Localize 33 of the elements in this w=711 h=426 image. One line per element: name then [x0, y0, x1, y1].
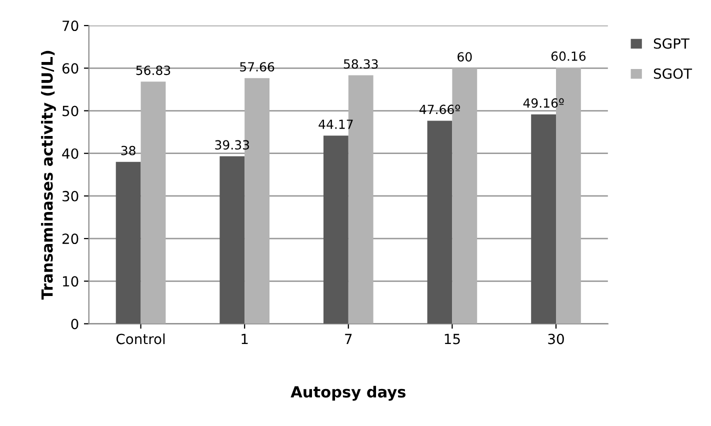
data-label: 39.33	[215, 140, 250, 150]
y-tick-label: 50	[62, 106, 78, 116]
bar	[427, 120, 452, 324]
data-label: 56.83	[136, 66, 170, 76]
legend-label: SGPT	[654, 38, 690, 49]
data-label: 60	[458, 52, 472, 62]
y-tick-label: 30	[62, 190, 78, 202]
x-tick-label: 1	[242, 334, 248, 344]
y-tick-label: 20	[62, 234, 78, 244]
x-axis-title: Autopsy days	[290, 386, 406, 401]
y-tick-label: 40	[62, 148, 78, 159]
data-label: 60.16	[551, 51, 586, 61]
bar	[116, 162, 141, 324]
data-label: 44.17	[318, 120, 353, 129]
y-tick-label: 70	[62, 20, 78, 32]
y-tick-label: 60	[62, 63, 78, 74]
x-tick-label: 30	[548, 334, 564, 344]
bar	[531, 114, 556, 324]
bar	[140, 82, 166, 324]
x-tick-label: 15	[444, 334, 460, 344]
data-label: 49.16º	[523, 98, 564, 108]
y-tick-label: 0	[71, 318, 78, 330]
y-tick-label: 10	[63, 276, 78, 287]
y-axis-title: Transaminases activity (IU/L)	[41, 50, 56, 300]
legend-label: SGOT	[654, 68, 692, 79]
x-tick-label: Control	[116, 333, 165, 344]
x-tick-label: 7	[345, 334, 352, 344]
bar	[220, 156, 245, 324]
data-label: 57.66	[240, 62, 274, 72]
data-label: 47.66º	[420, 104, 460, 114]
bar	[323, 136, 348, 324]
data-label: 58.33	[344, 59, 378, 69]
data-label: 38	[121, 146, 136, 156]
